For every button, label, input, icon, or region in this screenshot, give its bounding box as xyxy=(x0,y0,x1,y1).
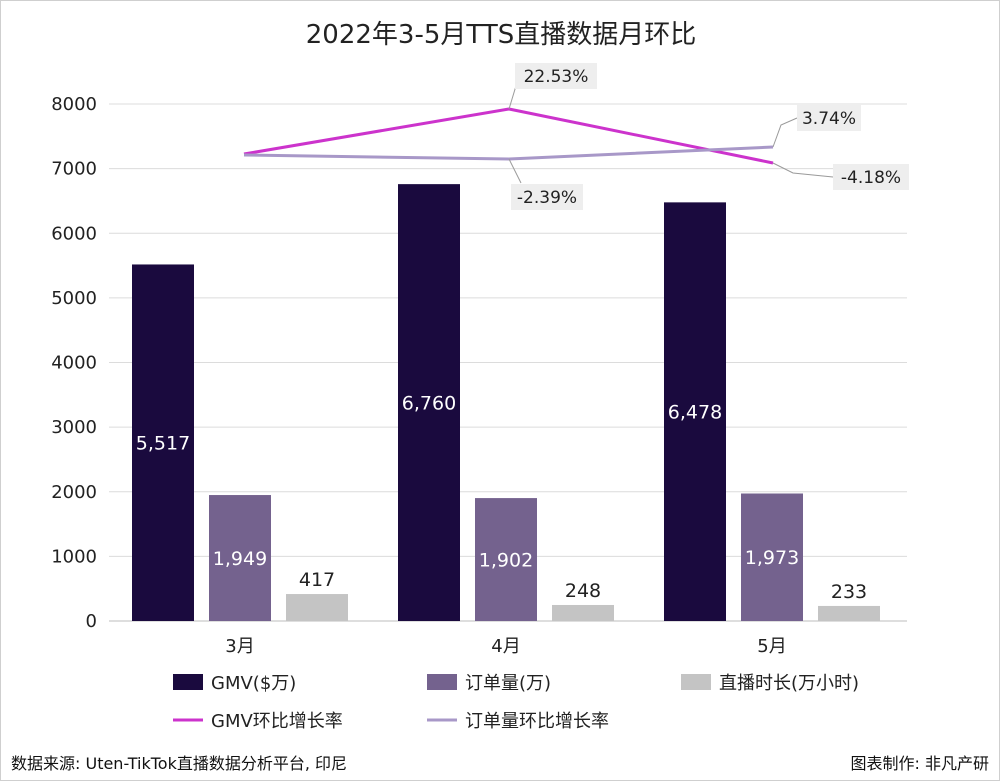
y-axis: 0 1000 2000 3000 4000 5000 6000 7000 8000 xyxy=(51,94,97,632)
y-tick-label: 7000 xyxy=(51,159,97,180)
growth-line xyxy=(243,145,774,161)
legend-swatch xyxy=(427,674,457,690)
legend-swatch xyxy=(681,674,711,690)
bar-value-label: 1,973 xyxy=(745,547,799,569)
legend-swatch xyxy=(173,674,203,690)
y-tick-label: 6000 xyxy=(51,223,97,244)
bars: 5,517 1,949 417 6,760 1,902 248 6,478 1,973 233 xyxy=(132,184,880,621)
bar-value-label: 233 xyxy=(831,581,867,603)
bar xyxy=(475,498,537,621)
chart-title: 2022年3-5月TTS直播数据月环比 xyxy=(306,20,696,50)
callout-box xyxy=(511,184,583,210)
growth-data-label: -4.18% xyxy=(841,168,901,188)
bar-value-label: 1,902 xyxy=(479,550,533,572)
callout-leader xyxy=(508,158,522,184)
bar xyxy=(664,202,726,621)
y-tick-label: 2000 xyxy=(51,482,97,503)
callout-box xyxy=(515,63,597,89)
legend-label: GMV环比增长率 xyxy=(211,711,343,732)
x-axis: 3月 4月 5月 xyxy=(225,636,786,657)
y-tick-label: 8000 xyxy=(51,94,97,115)
x-tick-label: 4月 xyxy=(491,636,520,657)
bar xyxy=(398,184,460,621)
growth-lines: 22.53% -4.18% -2.39% 3.74% xyxy=(243,63,909,210)
bar xyxy=(132,264,194,621)
legend: GMV($万) 订单量(万) 直播时长(万小时) GMV环比增长率 订单量环比增长率 xyxy=(173,673,859,732)
y-tick-label: 4000 xyxy=(51,353,97,374)
growth-data-label: -2.39% xyxy=(517,188,577,208)
callout-leader xyxy=(772,117,798,148)
x-tick-label: 3月 xyxy=(225,636,254,657)
growth-data-label: 3.74% xyxy=(802,109,856,129)
legend-label: 订单量(万) xyxy=(465,673,551,694)
footer-credit: 图表制作: 非凡产研 xyxy=(851,754,989,773)
growth-data-label: 22.53% xyxy=(524,67,589,87)
callout-leader xyxy=(772,162,834,178)
bar xyxy=(552,604,614,621)
legend-label: 直播时长(万小时) xyxy=(719,673,859,694)
bar-value-label: 5,517 xyxy=(136,433,190,455)
bar xyxy=(741,493,803,621)
footer-source: 数据来源: Uten-TikTok直播数据分析平台, 印尼 xyxy=(11,754,347,773)
y-tick-label: 3000 xyxy=(51,417,97,438)
bar-value-label: 417 xyxy=(299,569,335,591)
y-tick-label: 1000 xyxy=(51,546,97,567)
legend-label: GMV($万) xyxy=(211,673,296,694)
bar-value-label: 6,760 xyxy=(402,393,456,415)
legend-label: 订单量环比增长率 xyxy=(465,711,609,732)
bar-value-label: 248 xyxy=(565,580,601,602)
bar xyxy=(818,605,880,621)
y-tick-label: 0 xyxy=(86,611,97,632)
bar xyxy=(209,495,271,621)
bar xyxy=(286,594,348,621)
bar-value-label: 1,949 xyxy=(213,548,267,570)
bar-value-label: 6,478 xyxy=(668,402,722,424)
y-tick-label: 5000 xyxy=(51,288,97,309)
callout-box xyxy=(833,164,909,190)
x-tick-label: 5月 xyxy=(757,636,786,657)
callout-box xyxy=(797,105,861,131)
